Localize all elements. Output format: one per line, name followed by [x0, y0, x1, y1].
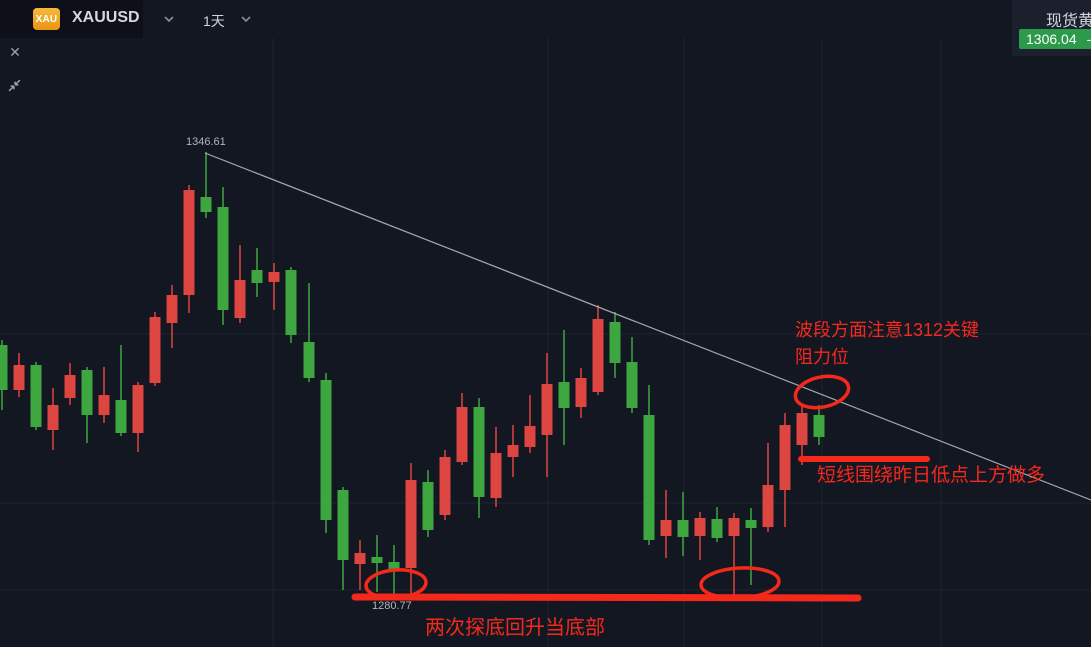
candle-body-red: [490, 453, 502, 498]
interval-button[interactable]: 1天: [203, 13, 225, 29]
candle-body-red: [592, 319, 604, 392]
annotation-text-long-above-low: 短线围绕昨日低点上方做多: [817, 465, 1046, 486]
annotation-ellipse: [793, 374, 851, 410]
candle-body-green: [200, 197, 212, 212]
candle-body-red: [439, 457, 451, 515]
candle-body-green: [643, 415, 655, 540]
annotation-text-resistance-line2: 阻力位: [795, 347, 849, 367]
chart-header: XAU XAUUSD 1天: [0, 0, 1091, 38]
candle-body-red: [728, 518, 740, 536]
candle-body-green: [473, 407, 485, 497]
watchlist-price: 1306.04: [1026, 31, 1077, 47]
annotation-text-resistance-line1: 波段方面注意1312关键: [795, 320, 980, 340]
candle-body-red: [98, 395, 110, 415]
price-label-high: 1346.61: [186, 136, 226, 148]
annotation-text-double-bottom: 两次探底回升当底部: [425, 617, 605, 639]
candle-body-green: [303, 342, 315, 378]
candle-body-green: [422, 482, 434, 530]
collapse-arrows-icon[interactable]: [5, 76, 23, 94]
annotation-ellipse: [364, 568, 428, 600]
candle-body-red: [234, 280, 246, 318]
candle-body-red: [456, 407, 468, 462]
candle-body-red: [779, 425, 791, 490]
candle-body-red: [268, 272, 280, 282]
candle-body-red: [541, 384, 553, 435]
candle-body-green: [251, 270, 263, 283]
candle-body-green: [30, 365, 42, 427]
candle-body-red: [660, 520, 672, 536]
candle-body-green: [745, 520, 757, 528]
watchlist-symbol-name[interactable]: 现货黄: [1046, 13, 1091, 30]
candle-body-green: [626, 362, 638, 408]
annotation-thick-line: [351, 593, 862, 602]
close-icon[interactable]: ✕: [9, 43, 21, 60]
header-left-section: [0, 0, 143, 38]
candle-body-red: [405, 480, 417, 568]
watchlist-price-badge[interactable]: 1306.04 -: [1019, 29, 1091, 49]
candle-body-green: [677, 520, 689, 537]
candle-body-red: [47, 405, 59, 430]
candle-body-green: [609, 322, 621, 363]
trendline: [204, 152, 1091, 501]
candle-body-green: [115, 400, 127, 433]
candle-body-red: [524, 426, 536, 447]
candle-body-red: [694, 518, 706, 536]
candle-body-green: [711, 519, 723, 538]
watchlist-change: -: [1086, 31, 1091, 47]
candle-body-red: [166, 295, 178, 323]
candle-body-green: [558, 382, 570, 408]
candle-body-red: [13, 365, 25, 390]
chevron-down-icon[interactable]: [163, 14, 175, 24]
candle-body-green: [320, 380, 332, 520]
candle-body-red: [507, 445, 519, 457]
candle-body-green: [371, 557, 383, 563]
symbol-button[interactable]: XAUUSD: [72, 9, 140, 26]
candle-body-green: [81, 370, 93, 415]
symbol-logo: XAU: [33, 8, 60, 30]
candle-body-green: [217, 207, 229, 310]
candle-body-red: [149, 317, 161, 383]
candle-body-green: [0, 345, 8, 390]
candle-body-red: [796, 413, 808, 445]
candle-body-green: [388, 562, 400, 570]
watchlist-panel: 现货黄 1306.04 -: [1012, 0, 1091, 56]
candle-body-red: [354, 553, 366, 564]
candle-body-red: [132, 385, 144, 433]
candle-body-green: [813, 415, 825, 437]
candle-body-red: [64, 375, 76, 398]
annotation-ellipse: [699, 566, 781, 600]
candle-body-red: [183, 190, 195, 295]
chevron-down-icon[interactable]: [240, 14, 252, 24]
price-label-low: 1280.77: [372, 600, 412, 612]
candle-body-red: [575, 378, 587, 407]
candle-body-green: [285, 270, 297, 335]
candle-body-green: [337, 490, 349, 560]
candle-body-red: [762, 485, 774, 527]
